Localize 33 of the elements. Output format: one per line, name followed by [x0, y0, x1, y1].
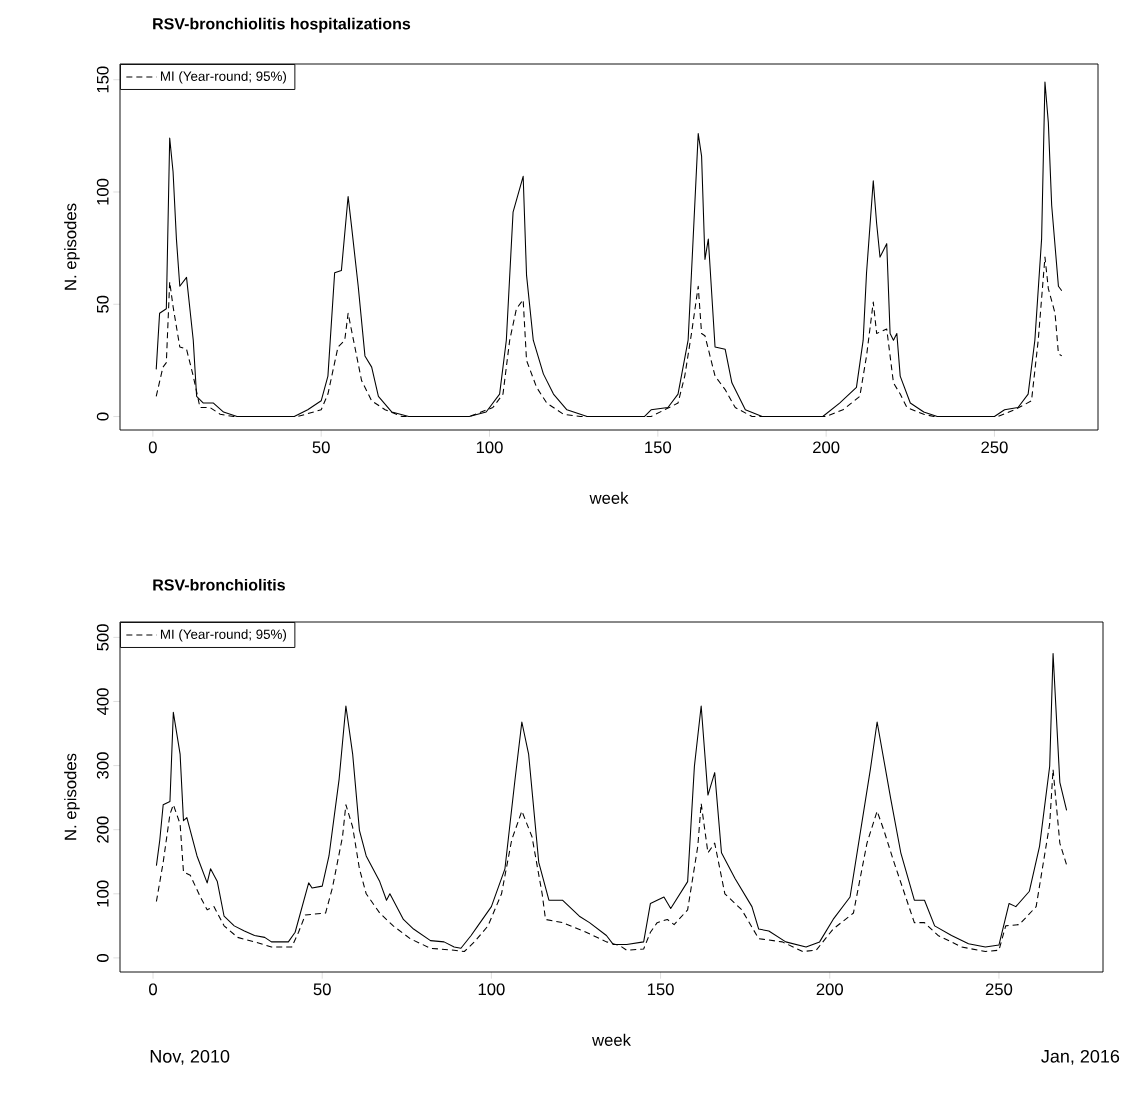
x-tick-label: 50 — [313, 983, 331, 996]
y-axis-title: N. episodes — [64, 203, 80, 290]
chart-title: RSV-bronchiolitis hospitalizations — [153, 17, 411, 33]
x-tick-label: 250 — [981, 441, 1008, 454]
text: Jan, 2016 — [1041, 1049, 1120, 1065]
y-tick-label: 0 — [96, 412, 109, 421]
x-tick-label: 200 — [813, 441, 840, 454]
line-series — [155, 652, 1068, 949]
y-tick-label: 200 — [96, 816, 109, 843]
y-tick-label: 150 — [96, 66, 109, 93]
y-tick-label: 500 — [96, 624, 109, 651]
x-axis-title: week — [589, 491, 629, 504]
y-axis-title: N. episodes — [64, 753, 80, 840]
x-tick-label: 150 — [645, 441, 672, 454]
chart-title: RSV-bronchiolitis — [153, 578, 285, 591]
x-tick-label: 200 — [816, 983, 843, 996]
x-tick-label: 0 — [148, 441, 157, 454]
y-tick-label: 100 — [96, 880, 109, 907]
x-tick-label: 50 — [312, 441, 330, 454]
x-tick-label: 0 — [149, 983, 158, 996]
y-tick-label: 100 — [96, 178, 109, 205]
x-tick-label: 100 — [478, 983, 505, 996]
legend-label: MI (Year-round; 95%) — [160, 71, 287, 84]
y-tick-label: 0 — [96, 953, 109, 962]
x-tick-label: 150 — [647, 983, 674, 996]
x-axis-title: week — [592, 1033, 631, 1046]
x-tick-label: 250 — [985, 983, 1013, 996]
y-tick-label: 50 — [96, 295, 109, 313]
x-tick-label: 100 — [476, 441, 503, 454]
y-tick-label: 400 — [96, 688, 109, 716]
y-tick-label: 300 — [96, 752, 109, 779]
text: Nov, 2010 — [150, 1049, 230, 1065]
legend-label: MI (Year-round; 95%) — [160, 629, 287, 642]
